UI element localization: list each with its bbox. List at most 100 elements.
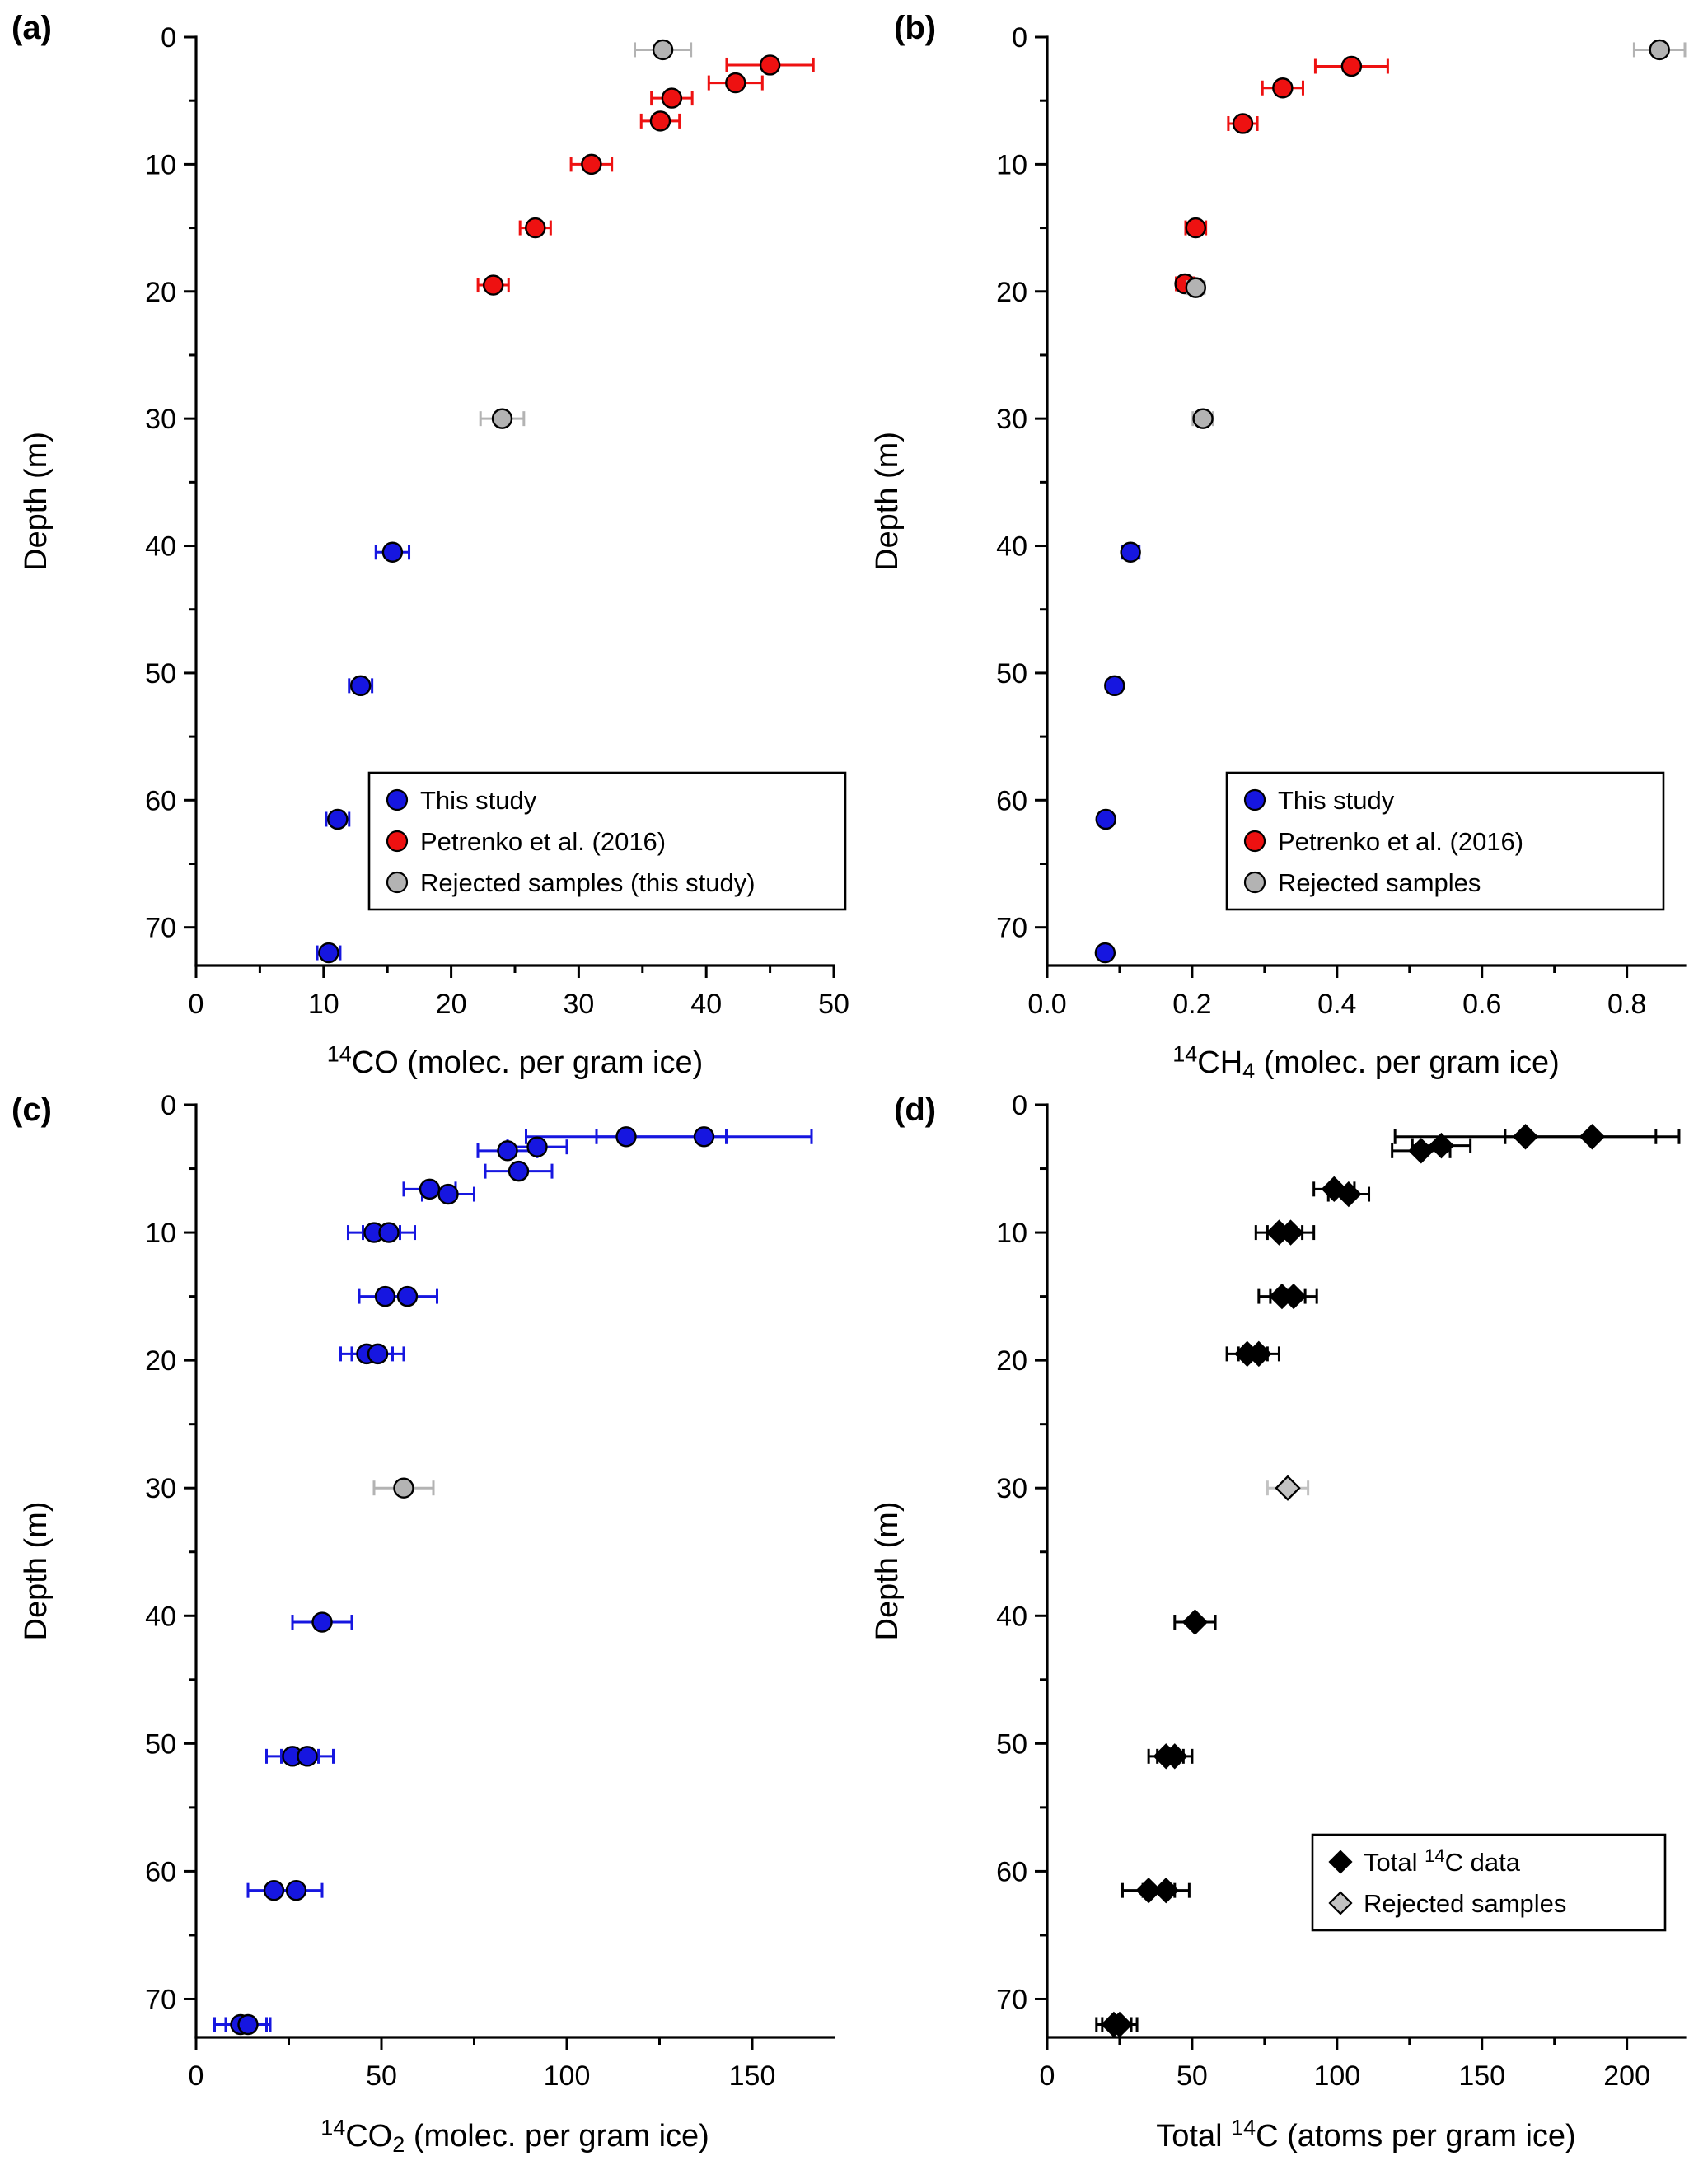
series-rejected-samples [372,1477,435,1499]
series-rejected-samples [1266,1475,1310,1501]
panel-a-14co: (a) 0 10 20 30 40 50 0 10 20 30 40 50 60 70 14CO (mole… [0,0,851,1092]
chart-canvas: 0 50 100 150 0 10 20 30 40 50 60 70 14CO2 (molec. pe… [19,1092,835,2157]
data-point-circle [525,217,546,239]
data-point-diamond [1181,1609,1209,1635]
data-point-diamond [1275,1475,1301,1501]
svg-text:30: 30 [145,404,176,435]
data-point-circle [491,408,513,429]
data-point-circle [652,39,674,61]
axes [194,1103,835,2039]
svg-text:150: 150 [1458,2060,1505,2092]
svg-text:10: 10 [145,1218,176,1249]
svg-text:70: 70 [145,1984,176,2015]
svg-text:20: 20 [996,277,1027,308]
svg-text:50: 50 [145,1728,176,1760]
data-point-circle [318,942,339,964]
data-point-circle [615,1126,637,1148]
svg-text:100: 100 [1313,2060,1360,2092]
data-point-diamond [1246,1340,1272,1368]
legend-label: This study [420,786,537,815]
series-petrenko-et-al-2016- [1174,55,1389,295]
legend-label: Petrenko et al. (2016) [420,827,666,856]
data-point-circle [367,1343,389,1365]
series-this-study [213,1126,813,2036]
panel-label-b: (b) [894,10,937,46]
panel-b-14ch4: (b) 0.0 0.2 0.4 0.6 0.8 0 10 20 30 40 50 60 70 14CH4 … [851,0,1703,1092]
legend-marker [386,788,409,811]
svg-text:0.2: 0.2 [1172,989,1211,1020]
data-point-diamond [1106,2011,1133,2038]
svg-text:0: 0 [161,22,176,54]
legend: This study Petrenko et al. (2016) Rejected… [1225,771,1665,911]
svg-text:40: 40 [145,531,176,563]
svg-text:70: 70 [145,913,176,944]
svg-text:50: 50 [366,2060,397,2092]
chart-canvas: 0 50 100 150 200 0 10 20 30 40 50 60 70 Total 14C (at… [870,1092,1687,2154]
data-point-circle [381,541,404,563]
tick-labels: 0 50 100 150 0 10 20 30 40 50 60 70 [145,1092,775,2092]
data-point-circle [285,1879,307,1901]
svg-text:40: 40 [690,989,722,1020]
svg-text:40: 40 [145,1601,176,1632]
svg-text:0: 0 [189,2060,204,2092]
legend-label: This study [1278,786,1395,815]
data-point-circle [263,1879,285,1901]
svg-text:10: 10 [308,989,339,1020]
data-point-diamond [1277,1219,1304,1246]
svg-text:70: 70 [996,1984,1027,2015]
data-point-circle [482,274,504,296]
legend-label: Petrenko et al. (2016) [1278,827,1523,856]
svg-text:0: 0 [1012,1092,1027,1121]
data-point-circle [396,1285,419,1307]
tick-labels: 0 50 100 150 200 0 10 20 30 40 50 60 70 [996,1092,1650,2092]
svg-text:10: 10 [145,149,176,180]
svg-text:30: 30 [996,404,1027,435]
legend-label: Rejected samples [1278,868,1481,897]
data-point-circle [649,110,671,132]
data-point-diamond [1280,1283,1307,1310]
data-point-circle [374,1285,396,1307]
data-point-circle [1649,39,1670,61]
data-point-diamond [1428,1132,1455,1159]
series-petrenko-et-al-2016- [476,54,815,296]
axes [1046,1103,1687,2039]
svg-text:0.6: 0.6 [1462,989,1501,1020]
ticks [184,35,835,978]
data-point-diamond [1579,1124,1606,1150]
data-point-circle [1272,77,1294,99]
data-point-circle [378,1222,400,1243]
legend-label: Rejected samples (this study) [420,868,756,897]
legend-marker [1243,830,1266,853]
series-total-14c-data [1095,1124,1681,2038]
data-point-circle [297,1746,318,1767]
tick-labels: 0 10 20 30 40 50 0 10 20 30 40 50 60 70 [145,22,849,1020]
svg-text:150: 150 [729,2060,776,2092]
y-axis-label: Depth (m) [19,432,54,571]
data-point-diamond [1135,1877,1162,1904]
data-point-circle [759,54,781,76]
data-point-circle [725,72,746,94]
data-point-circle [508,1160,530,1182]
panel-label-c: (c) [12,1092,52,1128]
ticks [1035,35,1629,978]
svg-text:50: 50 [1177,2060,1208,2092]
data-point-circle [1095,808,1116,830]
data-point-circle [526,1136,548,1157]
data-point-circle [1340,55,1363,77]
legend-marker [1243,871,1266,894]
legend-marker [1243,788,1266,811]
data-point-diamond [1336,1181,1362,1208]
svg-text:40: 40 [996,531,1027,563]
data-point-circle [1185,277,1207,298]
x-axis-label: 14CH4 (molec. per gram ice) [1172,1041,1560,1083]
svg-text:0.8: 0.8 [1607,989,1646,1020]
x-axis-label: 14CO (molec. per gram ice) [327,1041,704,1080]
svg-text:50: 50 [996,1728,1027,1760]
legend: This study Petrenko et al. (2016) Rejected… [367,771,847,911]
svg-text:0: 0 [161,1092,176,1121]
svg-text:20: 20 [145,277,176,308]
x-axis-label: Total 14C (atoms per gram ice) [1156,2115,1575,2154]
svg-text:30: 30 [563,989,594,1020]
chart-canvas: 0.0 0.2 0.4 0.6 0.8 0 10 20 30 40 50 60 70 14CH4 (mol… [870,22,1687,1083]
data-point-circle [327,808,349,830]
